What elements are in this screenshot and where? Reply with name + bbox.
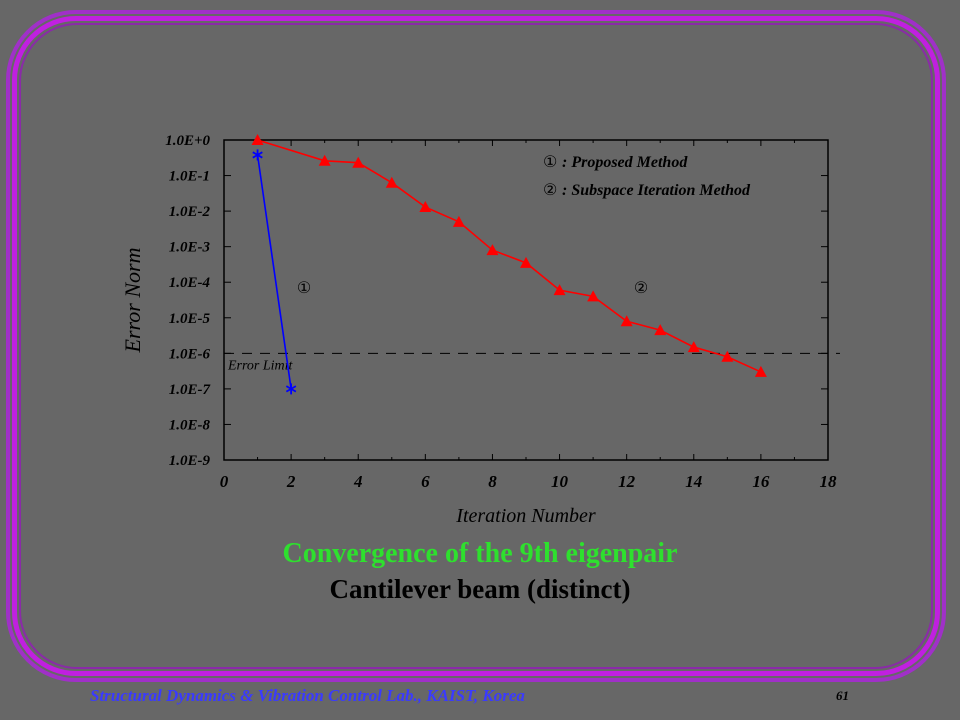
triangle-point — [419, 201, 432, 213]
star-point — [285, 383, 297, 395]
legend-entry-2: : Subspace Iteration Method — [562, 182, 751, 199]
series-2-annotation: ② — [634, 280, 648, 297]
triangle-point — [385, 176, 398, 188]
slide-frame-inner-line — [19, 23, 933, 669]
x-tick-label: 6 — [421, 472, 430, 491]
triangle-point — [251, 134, 264, 145]
legend-marker-2: ② — [543, 182, 557, 199]
chart-caption-subtitle: Cantilever beam (distinct) — [329, 574, 631, 604]
y-tick-label: 1.0E-4 — [169, 275, 211, 291]
footer-page-number: 61 — [836, 688, 849, 703]
slide-frame-inner — [12, 16, 940, 676]
error-limit-label: Error Limit — [227, 358, 294, 373]
x-tick-label: 2 — [286, 472, 296, 491]
series-line-2 — [257, 139, 762, 373]
legend-entry-1: : Proposed Method — [562, 154, 688, 171]
x-tick-label: 8 — [488, 472, 497, 491]
y-tick-label: 1.0E-2 — [169, 204, 211, 220]
y-tick-label: 1.0E-6 — [169, 346, 211, 362]
legend-marker-1: ① — [543, 154, 557, 171]
triangle-point — [754, 365, 767, 377]
x-tick-label: 12 — [618, 472, 636, 491]
y-tick-label: 1.0E+0 — [165, 133, 210, 149]
star-point — [252, 149, 263, 161]
x-tick-label: 16 — [752, 472, 770, 491]
x-tick-label: 0 — [220, 472, 229, 491]
x-tick-label: 10 — [551, 472, 569, 491]
y-tick-label: 1.0E-7 — [169, 382, 211, 398]
x-tick-label: 18 — [820, 472, 838, 491]
triangle-point — [687, 341, 700, 353]
triangle-point — [654, 324, 667, 336]
triangle-point — [620, 315, 633, 327]
y-axis-label: Error Norm — [120, 248, 145, 354]
y-tick-label: 1.0E-9 — [169, 453, 211, 469]
y-tick-label: 1.0E-5 — [169, 311, 211, 327]
footer-lab-name: Structural Dynamics & Vibration Control … — [90, 686, 525, 705]
x-axis-label: Iteration Number — [455, 505, 596, 527]
slide-frame-outer — [6, 10, 946, 682]
x-tick-label: 4 — [353, 472, 363, 491]
series-line-1 — [256, 154, 292, 390]
series-1-annotation: ① — [297, 280, 311, 297]
triangle-point — [520, 256, 532, 268]
triangle-point — [352, 156, 365, 168]
triangle-point — [452, 215, 465, 227]
y-tick-label: 1.0E-8 — [169, 417, 211, 433]
triangle-point — [318, 154, 331, 166]
y-tick-label: 1.0E-1 — [169, 169, 210, 185]
triangle-point — [587, 290, 600, 302]
triangle-point — [721, 350, 734, 362]
chart-caption-title: Convergence of the 9th eigenpair — [282, 538, 678, 569]
triangle-point — [553, 284, 566, 296]
y-tick-label: 1.0E-3 — [169, 240, 211, 256]
triangle-point — [486, 244, 499, 256]
x-tick-label: 14 — [685, 472, 702, 491]
